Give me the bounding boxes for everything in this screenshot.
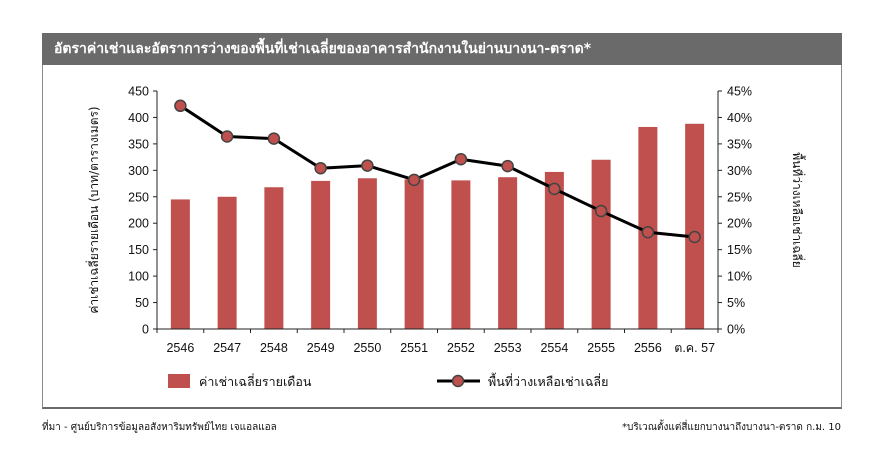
left-tick-label: 250 (128, 190, 149, 204)
vacancy-point (314, 161, 327, 175)
x-tick-label: 2546 (166, 341, 194, 355)
left-tick-label: 350 (128, 137, 149, 151)
area-note: *บริเวณตั้งแต่สี่แยกบางนาถึงบางนา-ตราด ก… (621, 422, 841, 433)
legend-line-label: พื้นที่ว่างเหลือเช่าเฉลี่ย (488, 372, 608, 389)
rent-bar (544, 171, 564, 329)
right-tick-label: 30% (727, 164, 752, 178)
legend-bar-swatch (168, 374, 190, 388)
rent-bar (357, 178, 377, 329)
vacancy-point (267, 132, 281, 145)
x-tick-label: 2552 (447, 341, 475, 355)
right-tick-label: 0% (727, 323, 745, 337)
right-tick-label: 20% (727, 217, 752, 231)
vacancy-point (407, 173, 421, 187)
right-tick-label: 10% (727, 270, 752, 284)
left-tick-label: 100 (128, 270, 149, 284)
rent-bar (685, 123, 705, 330)
rent-bar (451, 180, 471, 329)
rent-bar (311, 180, 331, 329)
left-tick-label: 400 (128, 111, 149, 125)
right-axis-ticks: 0% 5% 10% 15% 20% 25% 30% 35% 40% 45% (718, 85, 752, 337)
x-tick-label: 2554 (540, 341, 568, 355)
legend-line-marker (451, 374, 465, 388)
rent-bar (217, 196, 237, 329)
right-tick-label: 15% (727, 243, 752, 257)
rent-bar (404, 179, 424, 329)
vacancy-point (174, 99, 187, 113)
vacancy-point (454, 152, 468, 166)
left-tick-label: 300 (128, 164, 149, 178)
x-axis-labels: 2546 2547 2548 2549 2550 2551 2552 2553 2554 2555… (166, 341, 715, 355)
vacancy-line (174, 99, 701, 244)
right-tick-label: 45% (727, 85, 752, 99)
left-tick-label: 150 (128, 243, 149, 257)
vacancy-point (594, 204, 608, 218)
chart-title: อัตราค่าเช่าและอัตราการว่างของพื้นที่เช่… (42, 33, 842, 65)
x-tick-label: 2553 (494, 341, 522, 355)
vacancy-point (548, 182, 561, 196)
left-tick-label: 450 (128, 85, 149, 99)
rent-bar (498, 177, 518, 329)
x-tick-label: 2556 (634, 341, 662, 355)
x-tick-label: 2550 (353, 341, 381, 355)
combo-chart: 0 50 100 150 200 250 300 350 400 450 0% 5% 10% 15% 20… (85, 85, 806, 390)
chart-frame (42, 65, 842, 409)
right-tick-label: 40% (727, 111, 752, 125)
vacancy-point (220, 130, 234, 143)
vacancy-point (641, 225, 655, 239)
vacancy-line-path (179, 104, 695, 239)
right-tick-label: 35% (727, 137, 752, 151)
left-tick-label: 200 (128, 217, 149, 231)
rent-bar (264, 187, 284, 329)
x-tick-label: 2548 (260, 341, 288, 355)
x-tick-label: 2547 (213, 341, 241, 355)
legend-bar-label: ค่าเช่าเฉลี่ยรายเดือน (199, 373, 312, 389)
left-axis-ticks: 0 50 100 150 200 250 300 350 400 450 (128, 85, 157, 337)
right-tick-label: 25% (727, 190, 752, 204)
rent-bar (591, 159, 611, 329)
axes (156, 91, 719, 333)
vacancy-point (688, 230, 701, 244)
rent-bar (170, 199, 190, 329)
x-tick-label: 2549 (307, 341, 335, 355)
left-axis-title: ค่าเช่าเฉลี่ยรายเดือน (บาท/ตารางเมตร) (85, 106, 101, 313)
x-tick-label: 2551 (400, 341, 428, 355)
vacancy-point (361, 159, 374, 172)
left-tick-label: 0 (142, 323, 149, 337)
right-axis-title: พื้นที่ว่างเหลือเช่าเฉลี่ย (790, 152, 806, 268)
x-tick-label: 2555 (587, 341, 615, 355)
right-tick-label: 5% (727, 296, 745, 310)
legend: ค่าเช่าเฉลี่ยรายเดือน พื้นที่ว่างเหลือเช… (168, 372, 608, 389)
left-tick-label: 50 (135, 296, 149, 310)
source-note: ที่มา - ศูนย์บริการข้อมูลอสังหาริมทรัพย์… (42, 422, 277, 433)
x-tick-label: ต.ค. 57 (674, 341, 715, 355)
vacancy-point (501, 159, 514, 173)
rent-bars (170, 123, 705, 330)
